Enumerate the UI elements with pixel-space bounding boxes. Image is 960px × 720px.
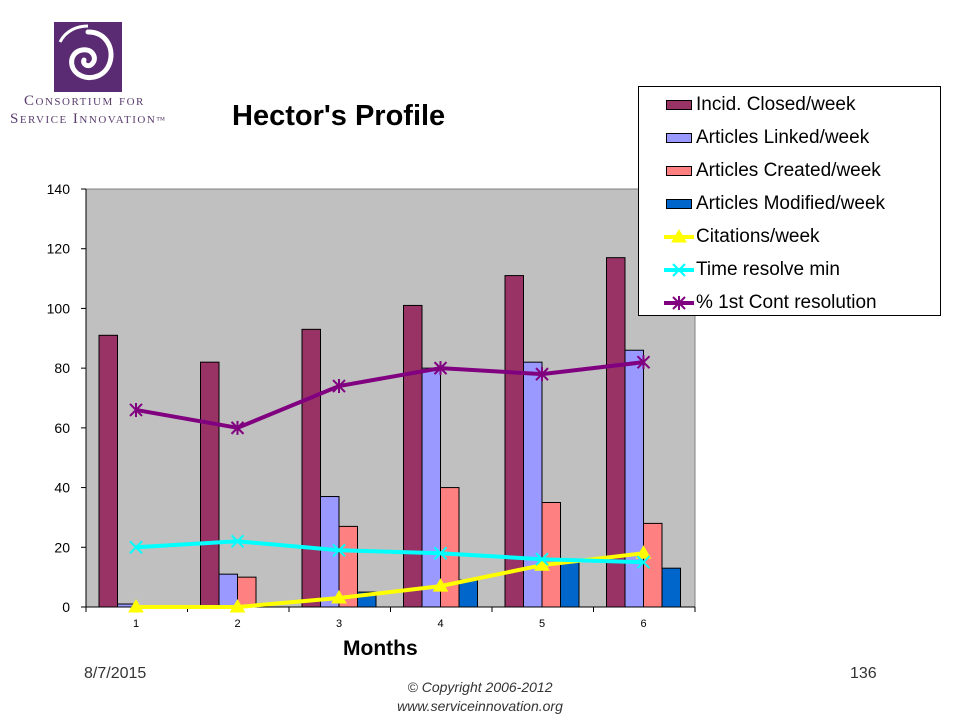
marker--1st-cont-resolution bbox=[433, 361, 448, 376]
y-tick-label: 80 bbox=[54, 360, 70, 376]
marker-citations-week bbox=[229, 599, 246, 613]
copyright-line: © Copyright 2006-2012 bbox=[407, 679, 553, 695]
legend-key-articles-modified-week bbox=[664, 194, 694, 214]
legend-key--1st-cont-resolution bbox=[664, 293, 694, 313]
x-tick-label: 2 bbox=[234, 618, 240, 630]
bar-articles-modified-week bbox=[458, 579, 478, 608]
legend-item-incid-closed-week: Incid. Closed/week bbox=[664, 90, 855, 120]
line-citations-week bbox=[136, 551, 644, 609]
marker--1st-cont-resolution bbox=[535, 367, 549, 382]
marker-citations-week bbox=[128, 599, 144, 613]
copyright-url: www.serviceinnovation.org bbox=[397, 698, 563, 714]
legend-label: Articles Created/week bbox=[696, 160, 881, 181]
y-tick-label: 100 bbox=[47, 300, 71, 316]
x-tick-label: 1 bbox=[133, 618, 139, 630]
marker-citations-week bbox=[432, 578, 449, 592]
legend-key-citations-week bbox=[664, 227, 694, 247]
legend-line-key bbox=[664, 296, 694, 310]
marker-time-resolve-min bbox=[332, 543, 346, 557]
bar-articles-created-week bbox=[541, 502, 561, 608]
marker-time-resolve-min bbox=[230, 534, 245, 549]
bar-articles-linked-week bbox=[421, 367, 441, 608]
legend-label: Citations/week bbox=[696, 226, 820, 247]
legend-item-time-resolve-min: Time resolve min bbox=[664, 255, 840, 285]
plot-area bbox=[85, 188, 696, 608]
legend-label: % 1st Cont resolution bbox=[696, 292, 877, 313]
legend-label: Articles Modified/week bbox=[696, 193, 886, 214]
legend-swatch bbox=[666, 199, 692, 209]
marker-citations-week bbox=[635, 545, 652, 559]
legend-label: Articles Linked/week bbox=[696, 127, 870, 148]
logo-text: Consortium for Service Innovation™ bbox=[10, 92, 167, 129]
copyright: © Copyright 2006-2012 www.serviceinnovat… bbox=[370, 678, 590, 716]
consortium-logo-icon bbox=[54, 22, 122, 92]
logo: Consortium for Service Innovation™ bbox=[0, 0, 200, 140]
legend-line-key bbox=[664, 229, 694, 243]
x-tick-label: 6 bbox=[640, 618, 646, 630]
legend-swatch bbox=[666, 133, 692, 143]
legend-key-articles-created-week bbox=[664, 161, 694, 181]
marker-citations-week bbox=[534, 557, 550, 571]
legend-item-articles-created-week: Articles Created/week bbox=[664, 156, 881, 186]
y-tick-label: 140 bbox=[47, 181, 71, 197]
marker--1st-cont-resolution bbox=[332, 379, 346, 394]
logo-line1: Consortium for bbox=[24, 93, 145, 109]
marker--1st-cont-resolution bbox=[129, 402, 143, 417]
bar-articles-created-week bbox=[237, 576, 257, 608]
x-tick-label: 4 bbox=[437, 618, 443, 630]
marker--1st-cont-resolution bbox=[230, 420, 245, 435]
logo-trademark: ™ bbox=[156, 115, 167, 125]
bar-incid-closed-week bbox=[98, 334, 118, 608]
slide-date: 8/7/2015 bbox=[84, 665, 147, 682]
y-tick-label: 20 bbox=[54, 539, 70, 555]
bar-articles-modified-week bbox=[560, 561, 580, 608]
y-tick-label: 0 bbox=[62, 599, 70, 615]
legend-key-articles-linked-week bbox=[664, 128, 694, 148]
line--1st-cont-resolution bbox=[135, 360, 644, 430]
legend-item-articles-modified-week: Articles Modified/week bbox=[664, 189, 885, 219]
bar-articles-linked-week bbox=[624, 349, 644, 608]
legend-key-incid-closed-week bbox=[664, 95, 694, 115]
legend-item-articles-linked-week: Articles Linked/week bbox=[664, 123, 869, 153]
legend-label: Time resolve min bbox=[696, 259, 840, 280]
legend-swatch bbox=[666, 100, 692, 110]
y-tick-label: 40 bbox=[54, 480, 70, 496]
legend-line-key bbox=[664, 263, 694, 277]
legend-label: Incid. Closed/week bbox=[696, 94, 856, 115]
legend-key-time-resolve-min bbox=[664, 260, 694, 280]
x-tick-label: 5 bbox=[539, 618, 545, 630]
slide-page-number: 136 bbox=[850, 665, 877, 682]
chart-title: Hector's Profile bbox=[232, 100, 446, 132]
x-axis-label: Months bbox=[343, 637, 418, 660]
bar-incid-closed-week bbox=[200, 361, 220, 608]
x-tick-label: 3 bbox=[336, 618, 342, 630]
chart-legend: Incid. Closed/week Articles Linked/week Ar… bbox=[638, 86, 941, 316]
legend-item--1st-cont-resolution: % 1st Cont resolution bbox=[664, 288, 877, 318]
logo-line2: Service Innovation bbox=[10, 111, 157, 127]
bar-articles-linked-week bbox=[218, 573, 238, 608]
marker-time-resolve-min bbox=[535, 552, 549, 566]
legend-swatch bbox=[666, 166, 692, 176]
marker-time-resolve-min bbox=[129, 540, 143, 554]
marker-citations-week bbox=[331, 590, 347, 604]
legend-item-citations-week: Citations/week bbox=[664, 222, 820, 252]
line-time-resolve-min bbox=[135, 539, 644, 565]
y-tick-label: 120 bbox=[47, 241, 71, 257]
marker--1st-cont-resolution bbox=[636, 355, 651, 370]
bar-articles-modified-week bbox=[661, 567, 681, 608]
y-tick-label: 60 bbox=[54, 420, 70, 436]
bar-incid-closed-week bbox=[403, 304, 423, 608]
marker-time-resolve-min bbox=[636, 555, 651, 569]
bar-incid-closed-week bbox=[301, 328, 321, 608]
marker-time-resolve-min bbox=[433, 546, 448, 560]
